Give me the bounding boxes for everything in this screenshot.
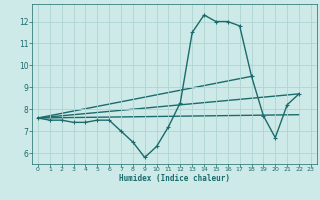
X-axis label: Humidex (Indice chaleur): Humidex (Indice chaleur) xyxy=(119,174,230,183)
